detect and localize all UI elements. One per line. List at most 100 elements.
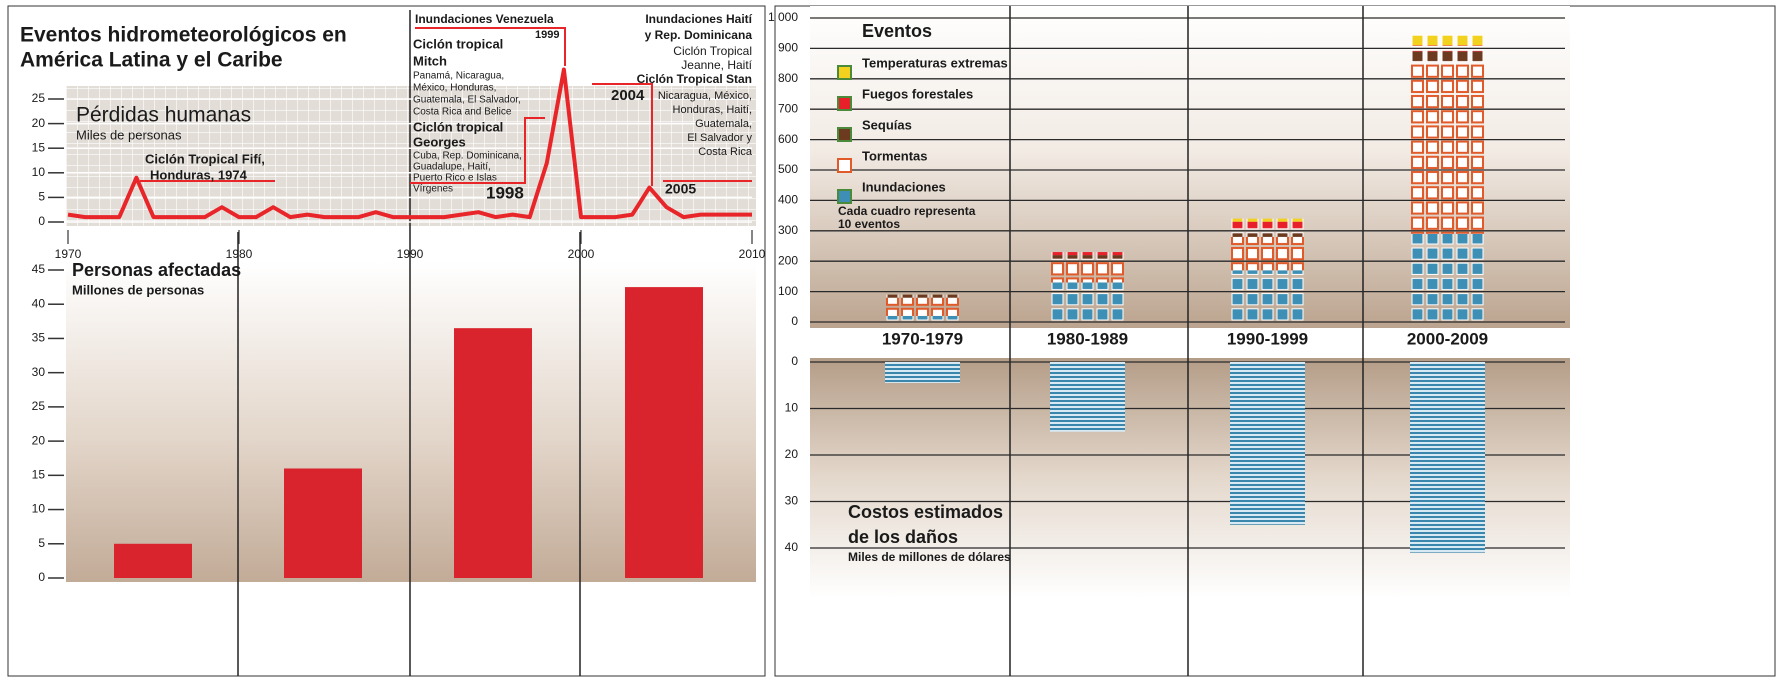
y-tick-label: 200: [778, 253, 798, 267]
annotation: Nicaragua, México,: [658, 90, 752, 102]
annotation: Ciclón Tropical Stan: [637, 72, 752, 86]
y-tick-label: 40: [32, 296, 46, 310]
square-stack: [1230, 236, 1305, 271]
annotation: Ciclón Tropical Fifí,: [145, 151, 265, 166]
chart-title: Personas afectadas: [72, 260, 241, 280]
annotation: Jeanne, Haití: [681, 58, 752, 72]
chart-subtitle: Millones de personas: [72, 282, 204, 297]
square-stack: [1050, 255, 1125, 262]
chart-subtitle: Miles de millones de dólares: [848, 550, 1011, 564]
annotation: Inundaciones Haití: [645, 12, 752, 26]
y-tick-label: 45: [32, 262, 46, 276]
legend-swatch: [837, 189, 852, 204]
y-tick-label: 600: [778, 132, 798, 146]
y-tick-label: 20: [32, 116, 46, 130]
chart-subtitle: Miles de personas: [76, 127, 182, 142]
x-tick-label: 1980: [226, 247, 253, 261]
category-label: 2000-2009: [1407, 329, 1488, 348]
y-tick-label: 35: [32, 331, 46, 345]
bar: [1230, 362, 1305, 525]
data-line: [67, 67, 752, 220]
chart-title: Pérdidas humanas: [76, 104, 251, 127]
annotation: Panamá, Nicaragua,: [413, 71, 504, 82]
y-tick-label: 400: [778, 193, 798, 207]
y-tick-label: 0: [791, 354, 798, 368]
y-tick-label: 30: [32, 365, 46, 379]
legend-label: Fuegos forestales: [862, 86, 973, 101]
x-tick-label: 2010: [739, 247, 766, 261]
legend-note: 10 eventos: [838, 217, 900, 231]
square-stack: [1230, 230, 1305, 237]
y-tick-label: 300: [778, 223, 798, 237]
category-label: 1980-1989: [1047, 329, 1128, 348]
annotation: El Salvador y: [687, 132, 752, 144]
annotation: 2004: [611, 87, 645, 104]
square-stack: [1050, 282, 1125, 322]
square-stack: [885, 297, 960, 316]
square-stack: [1410, 63, 1485, 234]
legend-title: Eventos: [862, 21, 932, 41]
chart-title: Costos estimados: [848, 502, 1003, 522]
bar: [114, 543, 192, 578]
annotation: Ciclón tropical: [413, 119, 503, 134]
y-tick-label: 25: [32, 399, 46, 413]
annotation: 2005: [665, 181, 696, 197]
legend-note: Cada cuadro representa: [838, 204, 976, 218]
legend-swatch: [837, 127, 852, 142]
x-tick-label: 1990: [397, 247, 424, 261]
legend-label: Tormentas: [862, 148, 928, 163]
y-tick-label: 20: [785, 447, 799, 461]
square-stack: [885, 315, 960, 322]
annotation: 1999: [535, 29, 559, 41]
y-tick-label: 10: [785, 401, 799, 415]
x-tick-label: 1970: [55, 247, 82, 261]
square-stack: [885, 294, 960, 298]
square-stack: [1230, 221, 1305, 231]
y-tick-label: 1 000: [768, 10, 798, 24]
square-stack: [1410, 45, 1485, 52]
leader-line: [592, 83, 653, 186]
y-tick-label: 500: [778, 162, 798, 176]
square-stack: [1410, 51, 1485, 64]
legend-swatch: [837, 96, 852, 111]
annotation: Mitch: [413, 53, 447, 68]
legend-swatch: [837, 158, 852, 173]
annotation: Costa Rica: [698, 146, 753, 158]
bar: [1050, 362, 1125, 432]
chart-title: de los daños: [848, 527, 958, 547]
annotation: y Rep. Dominicana: [645, 28, 753, 42]
y-tick-label: 700: [778, 101, 798, 115]
x-tick-label: 2000: [568, 247, 595, 261]
square-stack: [1050, 252, 1125, 256]
annotation: Guatemala,: [695, 118, 752, 130]
y-tick-label: 800: [778, 71, 798, 85]
y-tick-label: 25: [32, 91, 46, 105]
legend-swatch: [837, 65, 852, 80]
square-stack: [1410, 33, 1485, 46]
annotation: Georges: [413, 134, 466, 149]
y-tick-label: 0: [38, 570, 45, 584]
bar: [454, 328, 532, 578]
annotation: Inundaciones Venezuela: [415, 12, 554, 26]
y-tick-label: 5: [38, 190, 45, 204]
legend-label: Temperaturas extremas: [862, 55, 1008, 70]
leader-line: [410, 117, 545, 184]
y-tick-label: 10: [32, 502, 46, 516]
square-stack: [1230, 218, 1305, 222]
square-stack: [1410, 233, 1485, 322]
legend-label: Sequías: [862, 117, 912, 132]
page-title: Eventos hidrometeorológicos en: [20, 24, 347, 47]
y-tick-label: 900: [778, 41, 798, 55]
annotation: Costa Rica and Belice: [413, 107, 512, 118]
annotation: Guatemala, El Salvador,: [413, 95, 521, 106]
bar: [885, 362, 960, 383]
annotation: Ciclón tropical: [413, 36, 503, 51]
annotation: Honduras, Haití,: [673, 104, 752, 116]
annotation: Guadalupe, Haití,: [413, 162, 491, 173]
dividers: [237, 6, 1364, 676]
annotation: Ciclón Tropical: [673, 44, 752, 58]
category-label: 1970-1979: [882, 329, 963, 348]
leader-line: [415, 27, 566, 66]
square-stack: [1230, 270, 1305, 322]
